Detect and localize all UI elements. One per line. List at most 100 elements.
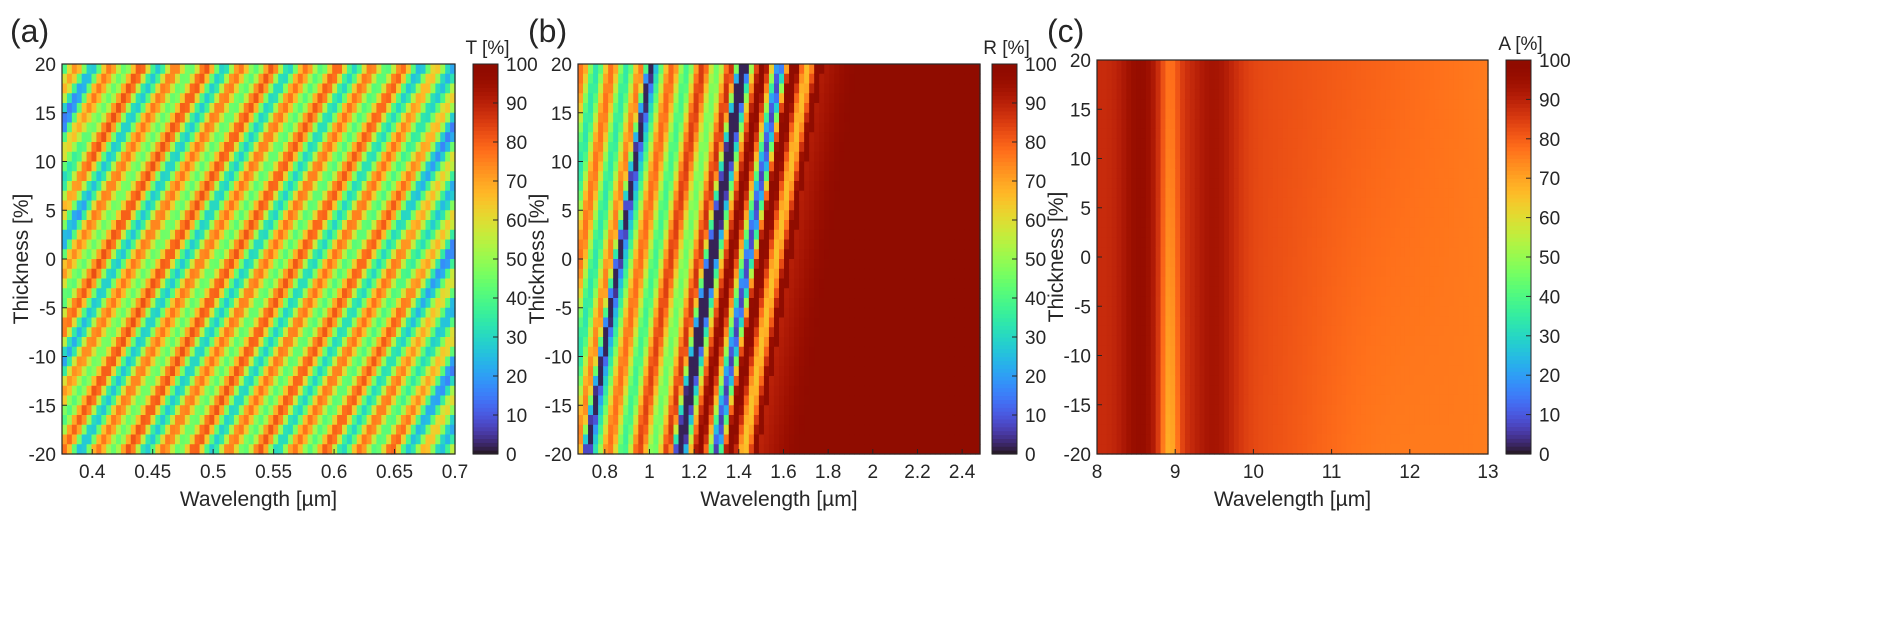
heatmap-cell xyxy=(224,73,230,85)
heatmap-cell xyxy=(71,122,78,133)
heatmap-cell xyxy=(243,278,250,289)
heatmap-cell xyxy=(302,317,309,328)
heatmap-cell xyxy=(101,415,107,426)
heatmap-cell xyxy=(425,337,432,348)
heatmap-cell xyxy=(376,395,382,406)
heatmap-cell xyxy=(723,171,730,182)
heatmap-cell xyxy=(292,307,299,319)
panel-a: (a)0.4 0.45 0.5 0.55 0.6 0.65 0.7-20-15-10-505… xyxy=(10,13,538,511)
heatmap-cell xyxy=(623,268,629,280)
heatmap-cell xyxy=(420,424,427,436)
heatmap-cell xyxy=(214,337,220,348)
heatmap-cell xyxy=(603,161,609,172)
heatmap-cell xyxy=(302,190,309,202)
heatmap-cell xyxy=(81,395,88,406)
heatmap-cell xyxy=(268,376,274,387)
heatmap-cell xyxy=(86,307,93,319)
heatmap-cell xyxy=(723,112,730,124)
heatmap-cell xyxy=(120,210,127,221)
heatmap-cell xyxy=(322,142,328,153)
heatmap-cell xyxy=(583,366,589,377)
heatmap-cell xyxy=(718,366,725,377)
heatmap-cell xyxy=(430,298,436,309)
heatmap-cell xyxy=(145,424,152,436)
heatmap-cell xyxy=(209,239,215,250)
heatmap-cell xyxy=(243,317,250,328)
heatmap-cell xyxy=(598,307,604,319)
heatmap-cell xyxy=(91,64,97,75)
heatmap-cell xyxy=(312,366,319,377)
heatmap-cell xyxy=(71,142,78,153)
heatmap-cell xyxy=(268,307,274,319)
heatmap-cell xyxy=(779,220,785,231)
heatmap-cell xyxy=(292,278,299,289)
heatmap-cell xyxy=(698,229,705,241)
heatmap-cell xyxy=(125,151,132,163)
heatmap-cell xyxy=(361,356,368,367)
heatmap-cell xyxy=(76,239,83,250)
heatmap-cell xyxy=(263,444,269,455)
heatmap-cell xyxy=(668,366,675,377)
heatmap-cell xyxy=(628,132,634,143)
heatmap-cell xyxy=(351,317,358,328)
heatmap-cell xyxy=(150,298,156,309)
heatmap-cell xyxy=(219,346,225,358)
heatmap-cell xyxy=(593,376,599,387)
heatmap-cell xyxy=(608,220,614,231)
heatmap-cell xyxy=(773,278,780,289)
heatmap-cell xyxy=(292,171,299,182)
heatmap-cell xyxy=(628,337,634,348)
heatmap-cell xyxy=(263,161,269,172)
heatmap-cell xyxy=(743,249,750,260)
heatmap-cell xyxy=(312,93,319,104)
heatmap-cell xyxy=(62,298,68,309)
heatmap-cell xyxy=(763,132,770,143)
heatmap-cell xyxy=(703,112,710,124)
heatmap-cell xyxy=(184,307,191,319)
heatmap-cell xyxy=(593,112,599,124)
heatmap-cell xyxy=(608,395,614,406)
heatmap-cell xyxy=(184,298,191,309)
heatmap-cell xyxy=(376,220,382,231)
heatmap-cell xyxy=(332,405,338,416)
heatmap-cell xyxy=(643,220,649,231)
heatmap-cell xyxy=(204,356,210,367)
heatmap-cell xyxy=(578,356,584,367)
heatmap-cell xyxy=(578,444,584,455)
heatmap-cell xyxy=(733,415,740,426)
heatmap-cell xyxy=(386,142,392,153)
heatmap-cell xyxy=(243,385,250,397)
heatmap-cell xyxy=(219,73,225,85)
heatmap-cell xyxy=(116,171,122,182)
heatmap-cell xyxy=(763,210,770,221)
heatmap-cell xyxy=(248,346,255,358)
heatmap-cell xyxy=(420,220,427,231)
heatmap-cell xyxy=(648,298,654,309)
heatmap-cell xyxy=(263,415,269,426)
heatmap-cell xyxy=(337,259,343,270)
heatmap-cell xyxy=(763,151,770,163)
heatmap-cell xyxy=(598,220,604,231)
heatmap-cell xyxy=(425,434,432,445)
heatmap-cell xyxy=(243,151,250,163)
heatmap-cell xyxy=(386,103,392,114)
heatmap-cell xyxy=(66,200,73,211)
heatmap-cell xyxy=(130,239,137,250)
heatmap-cell xyxy=(653,103,660,114)
heatmap-cell xyxy=(588,415,594,426)
heatmap-cell xyxy=(351,220,358,231)
heatmap-cell xyxy=(91,161,97,172)
heatmap-cell xyxy=(214,210,220,221)
heatmap-cell xyxy=(633,239,639,250)
heatmap-cell xyxy=(273,327,279,338)
heatmap-cell xyxy=(174,239,181,250)
heatmap-cell xyxy=(179,346,186,358)
heatmap-cell xyxy=(678,103,685,114)
heatmap-cell xyxy=(101,337,107,348)
heatmap-cell xyxy=(145,434,152,445)
heatmap-cell xyxy=(608,239,614,250)
heatmap-cell xyxy=(111,288,117,299)
heatmap-cell xyxy=(145,171,152,182)
heatmap-cell xyxy=(718,395,725,406)
heatmap-cell xyxy=(440,395,446,406)
